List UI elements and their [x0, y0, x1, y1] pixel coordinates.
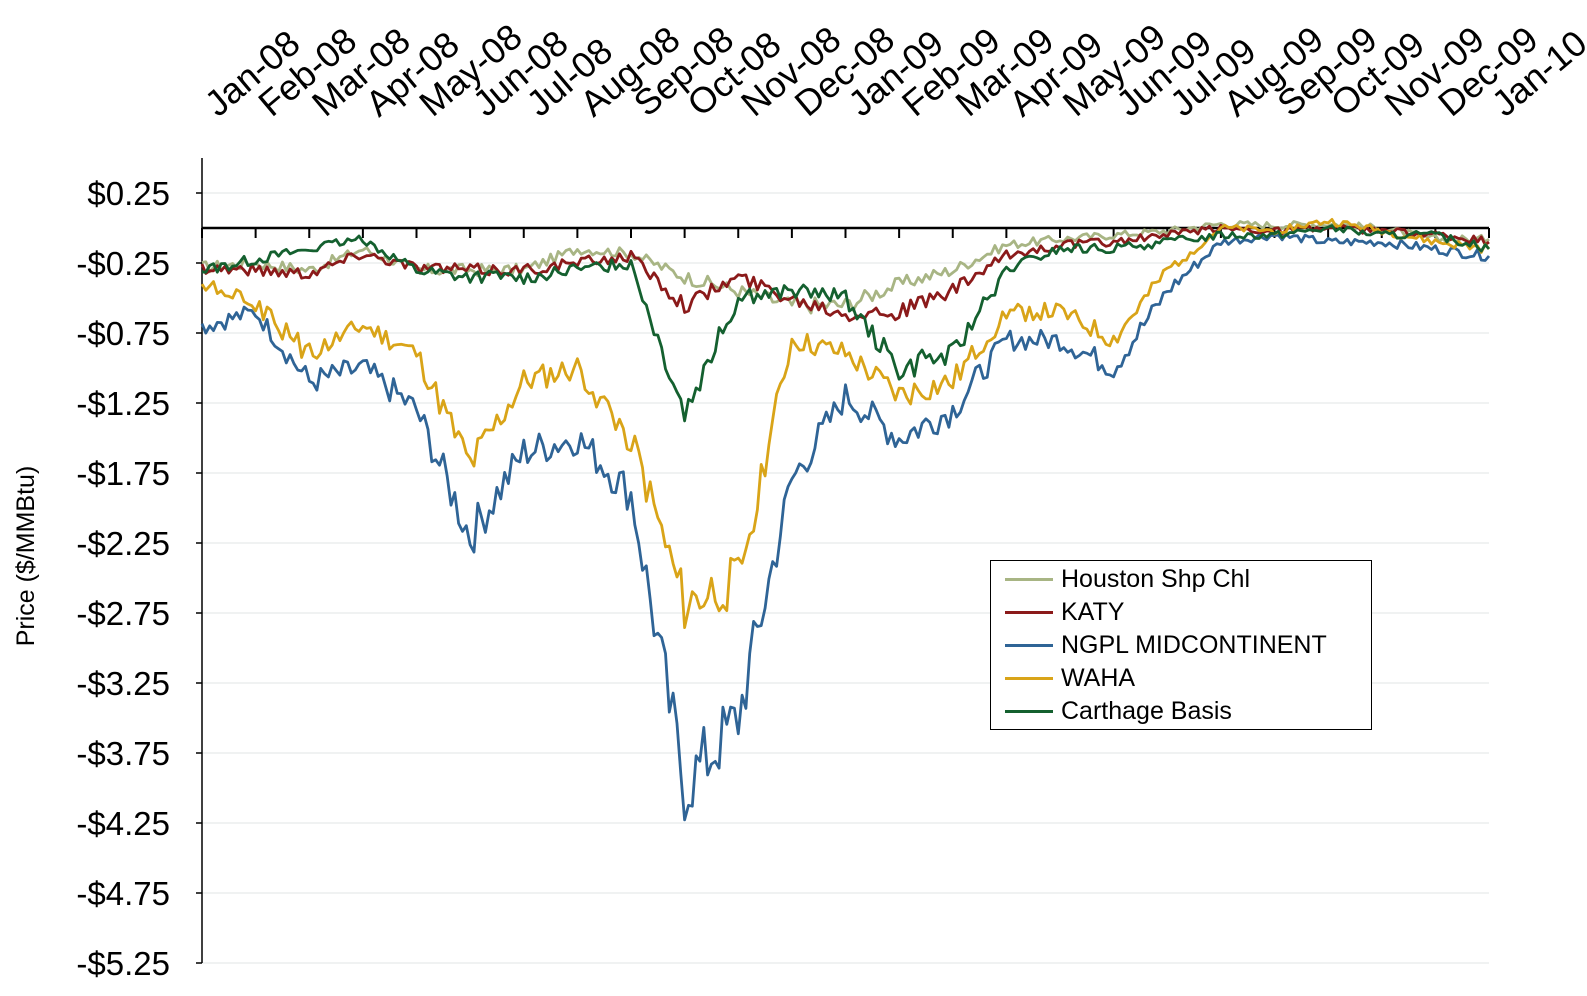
y-axis-label: Price ($/MMBtu)	[12, 466, 40, 647]
legend-item-houston-shp-chl: Houston Shp Chl	[1005, 563, 1250, 595]
legend-item-ngpl-midcontinent: NGPL MIDCONTINENT	[1005, 629, 1327, 661]
y-tick-label: -$0.25	[76, 245, 170, 282]
legend-swatch-waha	[1005, 676, 1053, 680]
y-tick-label: -$4.75	[76, 875, 170, 912]
legend-swatch-houston	[1005, 577, 1053, 581]
y-tick-label: -$0.75	[76, 315, 170, 352]
legend-label: Houston Shp Chl	[1061, 564, 1251, 593]
series-line-katy	[200, 223, 1490, 323]
y-tick-label: -$4.25	[76, 805, 170, 842]
y-tick-labels: $0.25 -$0.25 -$0.75 -$1.25 -$1.75 -$2.25 -$2.7…	[76, 175, 170, 982]
y-tick-label: -$3.25	[76, 665, 170, 702]
legend: Houston Shp Chl KATY NGPL MIDCONTINENT W…	[990, 560, 1372, 730]
y-tick-label: -$1.75	[76, 455, 170, 492]
y-tick-label: -$1.25	[76, 385, 170, 422]
legend-label: NGPL MIDCONTINENT	[1061, 630, 1327, 659]
legend-label: Carthage Basis	[1061, 696, 1232, 725]
y-tick-label: -$2.25	[76, 525, 170, 562]
series-line-ngpl-midcontinent	[200, 232, 1491, 822]
y-tick-label: -$5.25	[76, 945, 170, 982]
legend-label: KATY	[1061, 597, 1125, 626]
legend-item-waha: WAHA	[1005, 662, 1135, 694]
y-tick-label: -$2.75	[76, 595, 170, 632]
legend-item-katy: KATY	[1005, 596, 1124, 628]
legend-swatch-carthage	[1005, 709, 1053, 713]
grid-layer	[202, 192, 1489, 964]
series-layer	[200, 218, 1491, 822]
y-tick-label: $0.25	[87, 175, 170, 212]
legend-swatch-ngpl	[1005, 643, 1053, 647]
series-line-carthage-basis	[201, 224, 1491, 423]
legend-item-carthage-basis: Carthage Basis	[1005, 695, 1232, 727]
y-tick-label: -$3.75	[76, 735, 170, 772]
legend-swatch-katy	[1005, 610, 1053, 614]
legend-label: WAHA	[1061, 663, 1136, 692]
x-tick-labels: Jan-08Feb-08Mar-08Apr-08May-08Jun-08Jul-…	[197, 16, 1587, 125]
